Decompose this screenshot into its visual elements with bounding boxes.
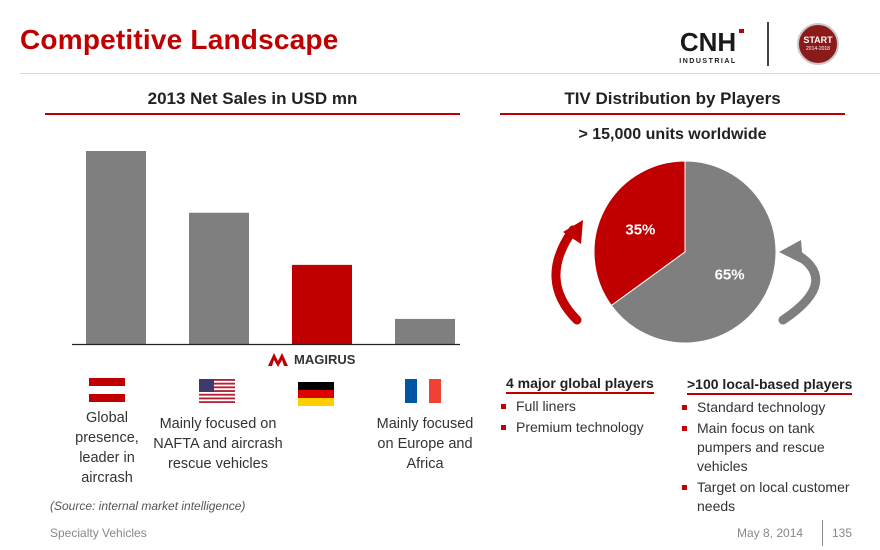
- local-players-list: Standard technology Main focus on tank p…: [681, 398, 856, 518]
- pie-label-2: 65%: [715, 267, 745, 284]
- footer-date: May 8, 2014: [737, 526, 804, 540]
- source-note: (Source: internal market intelligence): [50, 499, 246, 513]
- footer-divider: [822, 520, 823, 546]
- start-logo-subtext: 2014-2018: [806, 46, 830, 52]
- right-arrow-head-icon: [779, 240, 803, 264]
- pie-slice-1: [593, 160, 686, 307]
- tiv-section-title: TIV Distribution by Players: [564, 89, 781, 108]
- global-players-heading: 4 major global players: [506, 375, 654, 394]
- page-number: 135: [832, 526, 853, 540]
- title-divider: [20, 73, 880, 74]
- right-cycle-arrow-icon: [778, 247, 821, 325]
- list-item: Full liners: [500, 397, 670, 416]
- usa-flag-icon: [199, 379, 235, 403]
- france-flag-icon: [405, 379, 441, 403]
- tiv-title-underline: [500, 113, 845, 115]
- start-logo: START 2014-2018: [797, 23, 839, 65]
- usa-caption: Mainly focused on NAFTA and aircrash res…: [153, 416, 283, 472]
- start-logo-text: START: [803, 35, 833, 45]
- footer-section-label: Specialty Vehicles: [50, 526, 147, 540]
- list-item: Premium technology: [500, 418, 670, 437]
- logo-divider: [767, 22, 769, 66]
- tiv-subtitle: > 15,000 units worldwide: [578, 126, 767, 143]
- cnh-logo-subtext: INDUSTRIAL: [679, 58, 736, 65]
- magirus-logo-text: MAGIRUS: [294, 352, 356, 367]
- austria-flag-icon: [89, 378, 125, 402]
- net-sales-bar-chart: [72, 151, 460, 346]
- germany-flag-icon: [298, 382, 334, 406]
- bar-3: [292, 264, 352, 344]
- global-players-list: Full liners Premium technology: [500, 397, 670, 439]
- list-item: Main focus on tank pumpers and rescue ve…: [681, 419, 856, 476]
- pie-slice-2: [610, 160, 777, 344]
- list-item: Standard technology: [681, 398, 856, 417]
- sales-title-underline: [45, 113, 460, 115]
- cnh-industrial-logo: CNH INDUSTRIAL: [679, 27, 744, 65]
- cnh-logo-text: CNH: [680, 27, 736, 57]
- bar-2: [189, 212, 249, 344]
- france-caption: Mainly focused on Europe and Africa: [376, 416, 474, 472]
- bar-1: [86, 151, 146, 344]
- local-players-heading: >100 local-based players: [687, 376, 853, 395]
- left-arrow-head-icon: [563, 220, 583, 244]
- austria-caption: Global presence, leader in aircrash: [75, 410, 139, 486]
- list-item: Target on local customer needs: [681, 478, 856, 516]
- tiv-pie-chart: 35% 65%: [551, 160, 821, 344]
- bar-4: [395, 318, 455, 344]
- left-cycle-arrow-icon: [551, 225, 582, 325]
- page-title: Competitive Landscape: [20, 24, 339, 55]
- pie-label-1: 35%: [625, 221, 655, 238]
- sales-section-title: 2013 Net Sales in USD mn: [147, 89, 358, 108]
- magirus-logo: MAGIRUS: [268, 352, 356, 367]
